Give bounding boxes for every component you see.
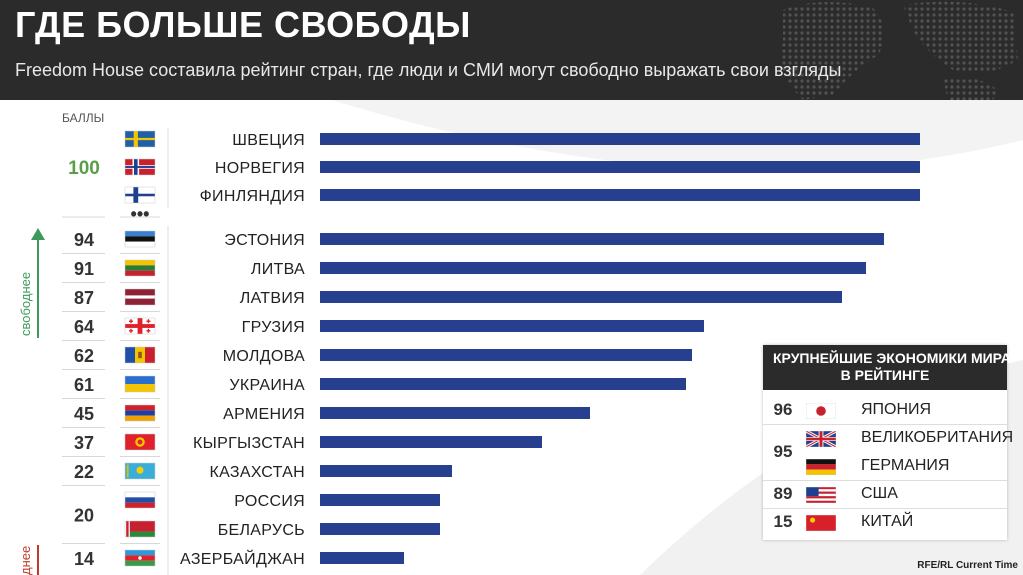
flag-usa-icon — [806, 487, 836, 503]
flag-japan-icon — [806, 403, 836, 419]
bar — [320, 291, 842, 303]
bar — [320, 189, 920, 201]
bar — [320, 262, 866, 274]
country-label: МОЛДОВА — [223, 348, 305, 365]
country-label: ЛИТВА — [251, 261, 305, 278]
bar — [320, 523, 440, 535]
country-label: ШВЕЦИЯ — [232, 132, 305, 149]
world-map-decoration — [780, 1, 1018, 100]
flag-uk-icon — [806, 431, 836, 447]
inset-country-label: США — [861, 485, 898, 502]
score-label: 22 — [74, 462, 94, 482]
flag-latvia-icon — [124, 288, 156, 306]
inset-score-label: 96 — [773, 400, 793, 419]
flag-finland-icon — [124, 186, 156, 204]
inset-country-label: ВЕЛИКОБРИТАНИЯ — [861, 429, 1014, 446]
page-subtitle: Freedom House составила рейтинг стран, г… — [15, 60, 842, 80]
country-label: НОРВЕГИЯ — [215, 160, 305, 177]
flag-kazakhstan-icon — [124, 462, 156, 480]
bar — [320, 320, 704, 332]
inset-score-label: 15 — [773, 512, 793, 531]
score-column-header: БАЛЛЫ — [62, 111, 104, 125]
inset-body: ЯПОНИЯ ВЕЛИКОБРИТАНИЯ ГЕРМАНИЯ США КИТАЙ 96 95… — [763, 390, 1013, 540]
country-label: ФИНЛЯНДИЯ — [200, 188, 305, 205]
inset-row: США — [763, 480, 1007, 508]
page-title: ГДЕ БОЛЬШЕ СВОБОДЫ — [15, 4, 471, 45]
bar — [320, 378, 686, 390]
bar — [320, 407, 590, 419]
less-free-label: днее — [18, 546, 33, 575]
inset-country-label: ЯПОНИЯ — [861, 401, 932, 418]
country-label: УКРАИНА — [229, 377, 305, 394]
inset-country-label: КИТАЙ — [861, 513, 914, 530]
country-label: ЛАТВИЯ — [240, 290, 305, 307]
flag-china-icon — [806, 515, 836, 531]
inset-row: ВЕЛИКОБРИТАНИЯ — [763, 424, 1013, 452]
bar — [320, 552, 404, 564]
score-label: 14 — [74, 549, 94, 569]
flag-georgia-icon — [124, 317, 156, 335]
inset-row: ЯПОНИЯ — [763, 396, 1007, 424]
country-label: ГРУЗИЯ — [242, 319, 305, 336]
inset-table-largest-economies: КРУПНЕЙШИЕ ЭКОНОМИКИ МИРА В РЕЙТИНГЕ ЯПО… — [763, 345, 1013, 540]
inset-title: КРУПНЕЙШИЕ ЭКОНОМИКИ МИРА В РЕЙТИНГЕ — [763, 345, 1011, 390]
inset-country-label: ГЕРМАНИЯ — [861, 457, 950, 474]
country-label: АРМЕНИЯ — [223, 406, 305, 423]
flag-azerbaijan-icon — [124, 549, 156, 567]
country-label: КАЗАХСТАН — [210, 464, 305, 481]
bar — [320, 465, 452, 477]
bar — [320, 494, 440, 506]
flag-norway-icon — [124, 158, 156, 176]
flag-lithuania-icon — [124, 259, 156, 277]
inset-title-line1: КРУПНЕЙШИЕ ЭКОНОМИКИ МИРА — [773, 350, 1011, 366]
country-label: РОССИЯ — [234, 493, 305, 510]
score-label: 100 — [68, 158, 100, 179]
gap-marker: ••• — [131, 204, 150, 224]
bar — [320, 233, 884, 245]
inset-row: ГЕРМАНИЯ — [763, 452, 1007, 480]
flag-germany-icon — [806, 459, 836, 475]
source-credit: RFE/RL Current Time — [917, 560, 1018, 571]
inset-score-label: 89 — [773, 484, 793, 503]
bar — [320, 349, 692, 361]
flag-armenia-icon — [124, 404, 156, 422]
score-label: 20 — [74, 506, 94, 526]
score-label: 87 — [74, 288, 94, 308]
header-banner: ГДЕ БОЛЬШЕ СВОБОДЫ Freedom House состави… — [0, 0, 1023, 100]
inset-separator — [763, 480, 1007, 481]
score-label: 91 — [74, 259, 94, 279]
inset-separator — [763, 424, 1007, 425]
country-label: БЕЛАРУСЬ — [218, 522, 305, 539]
inset-row: КИТАЙ — [763, 508, 1007, 536]
bar — [320, 436, 542, 448]
bar — [320, 161, 920, 173]
inset-title-line2: В РЕЙТИНГЕ — [840, 367, 930, 383]
score-label: 94 — [74, 230, 94, 250]
flag-ukraine-icon — [124, 375, 156, 393]
country-label: КЫРГЫЗСТАН — [193, 435, 305, 452]
score-label: 64 — [74, 317, 94, 337]
inset-separator — [763, 508, 1007, 509]
freer-arrowhead-icon — [31, 228, 45, 240]
score-label: 62 — [74, 346, 94, 366]
freer-label: свободнее — [18, 272, 33, 336]
score-label: 61 — [74, 375, 94, 395]
flag-sweden-icon — [124, 130, 156, 148]
bar-chart: БАЛЛЫ ••• ШВЕЦИЯ НОРВЕГИЯ ФИНЛЯНДИЯ ЭСТОНИЯ ЛИ… — [18, 111, 920, 575]
flag-kyrgyzstan-icon — [124, 433, 156, 451]
flag-moldova-icon — [124, 346, 156, 364]
flag-belarus-icon — [124, 520, 156, 538]
inset-score-label: 95 — [773, 442, 793, 461]
country-label: ЭСТОНИЯ — [224, 232, 305, 249]
bar — [320, 133, 920, 145]
flag-russia-icon — [124, 491, 156, 509]
score-label: 37 — [74, 433, 94, 453]
flag-estonia-icon — [124, 230, 156, 248]
country-label: АЗЕРБАЙДЖАН — [180, 549, 305, 568]
score-label: 45 — [74, 404, 94, 424]
